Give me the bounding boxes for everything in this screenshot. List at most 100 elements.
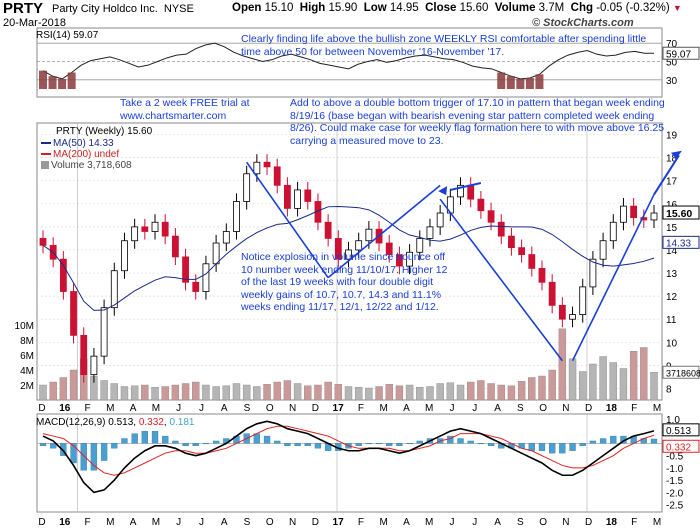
open-value: 15.10 <box>264 2 294 14</box>
x-axis-label: O <box>266 517 274 528</box>
trendline-down-1 <box>246 161 329 279</box>
macd-histogram-bar <box>294 443 301 446</box>
volume-bar <box>161 386 169 401</box>
candle-body <box>599 240 607 260</box>
volume-legend: Volume 3,718,608 <box>41 160 132 171</box>
close-price-tag-label: 15.60 <box>666 208 692 220</box>
price-tick-label: 16 <box>666 200 678 211</box>
x-axis-label: D <box>585 403 592 414</box>
x-axis-label: M <box>106 403 114 414</box>
volume-bar <box>263 384 271 401</box>
volume-bar <box>222 385 231 401</box>
volume-bar <box>354 387 363 401</box>
rsi-oversold-fill <box>39 70 47 89</box>
volume-bar <box>69 369 78 401</box>
volume-bar <box>365 387 373 401</box>
candle-body <box>457 184 464 198</box>
volume-bar <box>426 386 434 401</box>
volume-tag-label: 3718608 <box>666 368 700 378</box>
x-axis-label: S <box>517 403 524 414</box>
volume-bar <box>599 356 607 401</box>
rsi-oversold-fill <box>48 76 57 89</box>
candle-body <box>233 201 240 232</box>
volume-bar <box>650 372 658 401</box>
volume-bar <box>110 383 118 401</box>
down-arrow-icon: ▼ <box>672 3 682 13</box>
x-axis-label: M <box>152 517 160 528</box>
x-axis-label: F <box>85 403 91 414</box>
volume-annotation: Notice explosion in volume since bounce … <box>241 251 448 313</box>
rsi-panel-frame <box>36 27 663 98</box>
ma50-legend: MA(50) 14.33 <box>41 138 114 149</box>
volume-tick-label: 10M <box>15 321 34 332</box>
macd-histogram-bar <box>467 440 474 444</box>
volume-bar <box>609 362 617 401</box>
candle-body <box>70 291 77 336</box>
pattern-annotation: Add to above a double bottom trigger of … <box>290 97 665 147</box>
volume-legend-text: Volume 3,718,608 <box>51 160 132 171</box>
macd-histogram-bar <box>599 438 607 444</box>
macd-value-tag <box>662 423 700 437</box>
volume-bar <box>242 384 251 401</box>
candle-body <box>508 235 515 249</box>
volume-bar <box>446 382 455 401</box>
macd-histogram-bar <box>263 435 271 444</box>
candle-body <box>171 235 179 258</box>
macd-histogram-bar <box>39 443 47 446</box>
x-axis-label: M <box>425 517 433 528</box>
macd-hist-value: 0.181 <box>169 417 195 428</box>
volume-bar <box>141 384 149 401</box>
volume-tick-label: 4M <box>20 366 34 377</box>
volume-tick-label: 8M <box>20 336 34 347</box>
candle-body <box>161 221 169 237</box>
candle-body <box>355 240 363 251</box>
candle-body <box>263 161 271 168</box>
volume-bar <box>39 384 47 401</box>
volume-bar <box>120 386 129 401</box>
x-axis-label: J <box>176 403 181 414</box>
x-axis-label: J <box>199 517 204 528</box>
low-label: Low <box>363 2 387 14</box>
candle-body <box>630 205 638 219</box>
x-axis-label: O <box>539 517 547 528</box>
company-name: Party City Holdco Inc. NYSE <box>52 3 194 15</box>
candle-body <box>620 205 627 223</box>
rsi-value-tag-label: 59.07 <box>666 49 691 60</box>
volume-bar <box>130 385 139 401</box>
x-axis-label: 16 <box>59 403 71 414</box>
rsi-oversold-fill <box>525 78 534 89</box>
candle-body <box>579 286 587 315</box>
close-value: 15.60 <box>459 2 489 14</box>
rsi-line <box>42 42 654 80</box>
candle-body <box>100 307 108 357</box>
macd-panel-frame <box>36 413 663 513</box>
x-axis-label: O <box>266 403 274 414</box>
volume-bar <box>589 363 597 401</box>
volume-bar <box>151 387 159 401</box>
macd-histogram-bar <box>121 438 128 444</box>
volume-bar <box>334 384 343 401</box>
volume-bar <box>405 384 414 401</box>
macd-histogram-bar <box>162 435 169 444</box>
candle-body <box>365 228 373 242</box>
x-axis-label: F <box>358 403 364 414</box>
candle-body <box>222 231 230 244</box>
rsi-oversold-fill <box>67 72 76 89</box>
macd-signal-value: 0.332 <box>138 417 164 428</box>
volume-bar <box>324 381 332 401</box>
chg-value: -0.05 (-0.32%) <box>596 2 670 14</box>
macd-histogram-bar <box>80 443 87 471</box>
macd-histogram-bar <box>192 443 199 446</box>
macd-tick-label: -2.5 <box>666 501 684 512</box>
rsi-oversold-fill <box>516 78 525 89</box>
rsi-legend: RSI(14) 59.07 <box>36 30 99 41</box>
close-price-tag <box>662 205 700 220</box>
candle-body <box>477 198 485 212</box>
candle-body <box>487 210 495 223</box>
ticker-symbol: PRTY <box>3 0 44 17</box>
volume-bar <box>579 371 587 401</box>
rsi-tick-label: 30 <box>666 76 678 87</box>
candle-body <box>182 256 189 283</box>
macd-histogram-bar <box>50 443 57 449</box>
rsi-tick-label: 50 <box>666 58 678 69</box>
